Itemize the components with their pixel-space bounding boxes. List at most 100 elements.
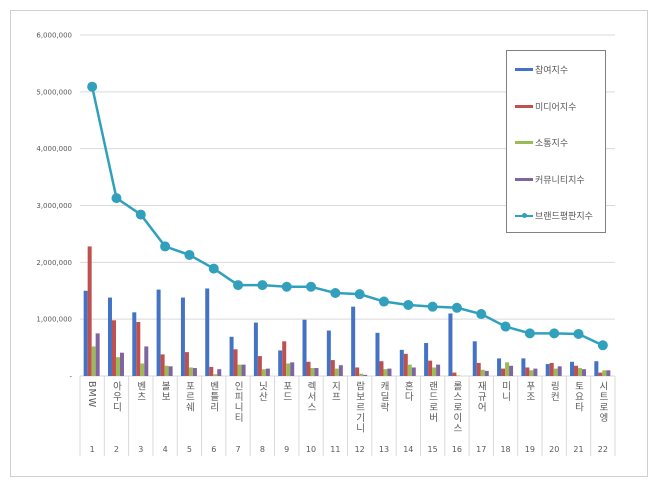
bar-미디어지수-렉서스 [306, 361, 311, 376]
bar-참여지수-볼보 [156, 289, 161, 376]
rank-label: 19 [525, 445, 535, 454]
bar-미디어지수-시트로엥 [598, 372, 603, 376]
bar-참여지수-시트로엥 [594, 361, 599, 376]
point-토요타 [573, 328, 584, 339]
bar-미디어지수-링컨 [549, 362, 554, 376]
legend-item: 미디어지수 [515, 100, 576, 113]
bar-커뮤니티지수-랜드로버 [436, 364, 441, 376]
rank-label: 7 [236, 445, 241, 454]
point-랜드로버 [427, 301, 438, 312]
rank-label: 11 [330, 445, 340, 454]
bar-참여지수-미니 [497, 358, 502, 376]
category-label: 시트로엥 [596, 381, 608, 423]
point-닛산 [257, 280, 268, 291]
bar-미디어지수-롤스로이스 [452, 372, 457, 376]
bar-소통지수-토요타 [578, 368, 583, 376]
bar-소통지수-벤츠 [140, 363, 145, 376]
point-BMW [87, 81, 98, 92]
bar-커뮤니티지수-인피니티 [241, 364, 246, 376]
bar-미디어지수-BMW [87, 246, 92, 376]
bar-미디어지수-캐딜락 [379, 361, 384, 376]
category-label: 푸조 [523, 381, 535, 402]
bar-커뮤니티지수-토요타 [582, 369, 587, 376]
category-label: 볼보 [159, 381, 171, 402]
bar-참여지수-포드 [278, 350, 283, 376]
bar-소통지수-지프 [334, 368, 339, 376]
bar-커뮤니티지수-혼다 [411, 367, 416, 376]
category-label: 랜드로버 [426, 381, 438, 423]
category-label: 혼다 [402, 381, 414, 402]
bar-참여지수-아우디 [107, 297, 112, 376]
bar-소통지수-미니 [505, 362, 510, 376]
rank-label: 2 [114, 445, 119, 454]
bar-소통지수-벤틀리 [213, 374, 218, 376]
bar-미디어지수-지프 [330, 360, 335, 376]
category-label: 렉서스 [305, 381, 317, 413]
y-tick-label: 3,000,000 [36, 202, 72, 210]
point-렉서스 [306, 281, 317, 292]
bar-소통지수-렉서스 [310, 368, 315, 376]
bar-소통지수-푸조 [529, 370, 534, 376]
rank-label: 1 [90, 445, 95, 454]
point-푸조 [524, 328, 535, 339]
legend: 참여지수 미디어지수 소통지수 커뮤니티지수 브랜드평판지수 [506, 50, 606, 233]
rank-label: 18 [500, 445, 510, 454]
bar-참여지수-렉서스 [302, 319, 307, 376]
bar-소통지수-캐딜락 [383, 369, 388, 376]
bar-소통지수-재규어 [480, 369, 485, 376]
category-label: 롤스로이스 [450, 381, 462, 434]
point-포르쉐 [184, 249, 195, 260]
bar-미디어지수-인피니티 [233, 349, 238, 376]
rank-label: 13 [379, 445, 389, 454]
y-tick-label: 4,000,000 [36, 145, 72, 153]
bar-소통지수-볼보 [164, 365, 169, 376]
bar-참여지수-토요타 [570, 361, 575, 376]
legend-swatch-icon [515, 141, 533, 144]
bar-커뮤니티지수-BMW [95, 333, 100, 376]
bar-소통지수-포르쉐 [188, 367, 193, 376]
point-재규어 [476, 309, 487, 320]
point-캐딜락 [378, 296, 389, 307]
line-브랜드평판지수 [90, 86, 604, 347]
bar-소통지수-포드 [286, 363, 291, 376]
point-볼보 [160, 241, 171, 252]
rank-label: 3 [138, 445, 143, 454]
y-tick-label: 6,000,000 [36, 32, 72, 40]
bar-참여지수-벤츠 [132, 312, 137, 376]
y-tick-label: 5,000,000 [36, 88, 72, 96]
bar-소통지수-닛산 [261, 369, 266, 376]
bar-커뮤니티지수-캐딜락 [387, 368, 392, 376]
bar-참여지수-지프 [326, 330, 331, 376]
bar-소통지수-랜드로버 [432, 367, 437, 376]
bar-소통지수-롤스로이스 [456, 375, 461, 376]
rank-label: 9 [284, 445, 289, 454]
bar-소통지수-혼다 [407, 364, 412, 376]
bar-미디어지수-볼보 [160, 354, 165, 376]
legend-swatch-icon [515, 68, 533, 71]
point-벤츠 [135, 209, 146, 220]
bar-미디어지수-포르쉐 [184, 352, 189, 376]
bar-커뮤니티지수-벤틀리 [217, 369, 222, 376]
category-label: 지프 [329, 381, 341, 402]
bar-참여지수-랜드로버 [424, 343, 429, 376]
rank-label: 21 [573, 445, 583, 454]
legend-swatch-icon [515, 177, 533, 181]
bar-커뮤니티지수-포르쉐 [192, 368, 197, 376]
bar-미디어지수-람보르기니 [355, 367, 360, 376]
bar-미디어지수-포드 [282, 341, 287, 376]
rank-label: 22 [598, 445, 608, 454]
rank-label: 12 [355, 445, 365, 454]
bar-커뮤니티지수-닛산 [265, 368, 270, 376]
bar-참여지수-포르쉐 [180, 297, 185, 376]
category-label: 캐딜락 [377, 381, 389, 413]
legend-swatch-icon [515, 104, 533, 108]
bar-미디어지수-혼다 [403, 353, 408, 376]
legend-item: 소통지수 [515, 136, 568, 149]
category-label: 인피니티 [232, 381, 244, 423]
category-label: 링컨 [548, 381, 560, 402]
rank-label: 4 [163, 445, 168, 454]
category-label: 포르쉐 [183, 381, 195, 413]
rank-label: 17 [476, 445, 486, 454]
point-포드 [281, 281, 292, 292]
bar-참여지수-푸조 [521, 358, 526, 376]
